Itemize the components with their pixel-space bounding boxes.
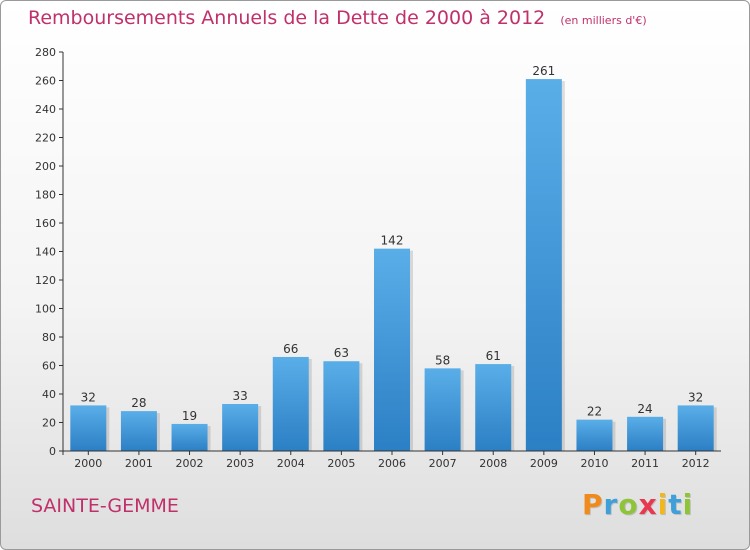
proxiti-logo: Proxiti xyxy=(582,488,693,521)
bar-2011 xyxy=(627,416,664,451)
axes-layer: 0 20 40 60 80 100 120 140 160 180 200 220 240 260 280 2… xyxy=(35,46,721,470)
bar-2012 xyxy=(677,405,714,451)
bar-2008 xyxy=(475,364,512,451)
x-tick-label: 2011 xyxy=(631,457,659,470)
bar-2010 xyxy=(576,419,613,451)
value-label: 32 xyxy=(688,390,703,404)
y-tick-label: 0 xyxy=(49,445,56,458)
bar-2009 xyxy=(525,79,562,451)
y-tick-label: 260 xyxy=(35,75,56,88)
logo-letter: x xyxy=(638,488,658,521)
title-line: Remboursements Annuels de la Dette de 20… xyxy=(28,7,647,29)
bar-2000 xyxy=(70,405,107,451)
value-label: 24 xyxy=(637,402,652,416)
value-label: 28 xyxy=(131,396,146,410)
y-tick-label: 160 xyxy=(35,217,56,230)
value-label: 63 xyxy=(334,346,349,360)
x-tick-label: 2010 xyxy=(580,457,608,470)
x-tick-label: 2007 xyxy=(429,457,457,470)
y-tick-label: 20 xyxy=(42,417,56,430)
y-tick-label: 80 xyxy=(42,331,56,344)
value-label: 22 xyxy=(587,405,602,419)
logo-letter: i xyxy=(657,488,669,521)
y-tick-label: 280 xyxy=(35,46,56,59)
value-label: 66 xyxy=(283,342,298,356)
value-label: 261 xyxy=(532,64,555,78)
y-tick-label: 60 xyxy=(42,360,56,373)
y-tick-label: 220 xyxy=(35,132,56,145)
x-tick-label: 2006 xyxy=(378,457,406,470)
y-tick-label: 200 xyxy=(35,160,56,173)
y-tick-label: 240 xyxy=(35,103,56,116)
bar-2003 xyxy=(222,403,259,451)
bar-2007 xyxy=(424,368,461,451)
value-label: 19 xyxy=(182,409,197,423)
logo-letter: i xyxy=(682,488,694,521)
logo-letter: t xyxy=(668,488,683,521)
chart-title: Remboursements Annuels de la Dette de 20… xyxy=(28,7,546,29)
value-label: 58 xyxy=(435,353,450,367)
value-label: 32 xyxy=(81,390,96,404)
x-tick-label: 2003 xyxy=(226,457,254,470)
logo-letter: P xyxy=(582,488,604,521)
chart-subtitle: (en milliers d'€) xyxy=(560,14,647,27)
commune-name: SAINTE-GEMME xyxy=(31,495,179,517)
x-tick-label: 2001 xyxy=(125,457,153,470)
bar-2004 xyxy=(272,356,309,451)
y-tick-label: 40 xyxy=(42,388,56,401)
y-tick-label: 100 xyxy=(35,303,56,316)
y-tick-label: 140 xyxy=(35,246,56,259)
value-label: 61 xyxy=(486,349,501,363)
value-label: 33 xyxy=(233,389,248,403)
y-tick-label: 180 xyxy=(35,189,56,202)
logo-letter: r xyxy=(603,488,619,521)
bar-2001 xyxy=(120,411,157,451)
x-tick-label: 2009 xyxy=(530,457,558,470)
value-label: 142 xyxy=(381,234,404,248)
x-tick-label: 2005 xyxy=(327,457,355,470)
bar-2005 xyxy=(323,361,360,451)
bar-2002 xyxy=(171,423,208,451)
logo-letter: o xyxy=(618,488,639,521)
y-tick-label: 120 xyxy=(35,274,56,287)
x-tick-label: 2012 xyxy=(682,457,710,470)
x-tick-label: 2004 xyxy=(277,457,305,470)
x-tick-label: 2002 xyxy=(176,457,204,470)
bars-layer: 32 28 19 33 66 63 142 58 61 261 22 24 32 xyxy=(70,64,717,451)
x-tick-label: 2008 xyxy=(479,457,507,470)
x-tick-label: 2000 xyxy=(74,457,102,470)
bar-2006 xyxy=(374,248,410,451)
